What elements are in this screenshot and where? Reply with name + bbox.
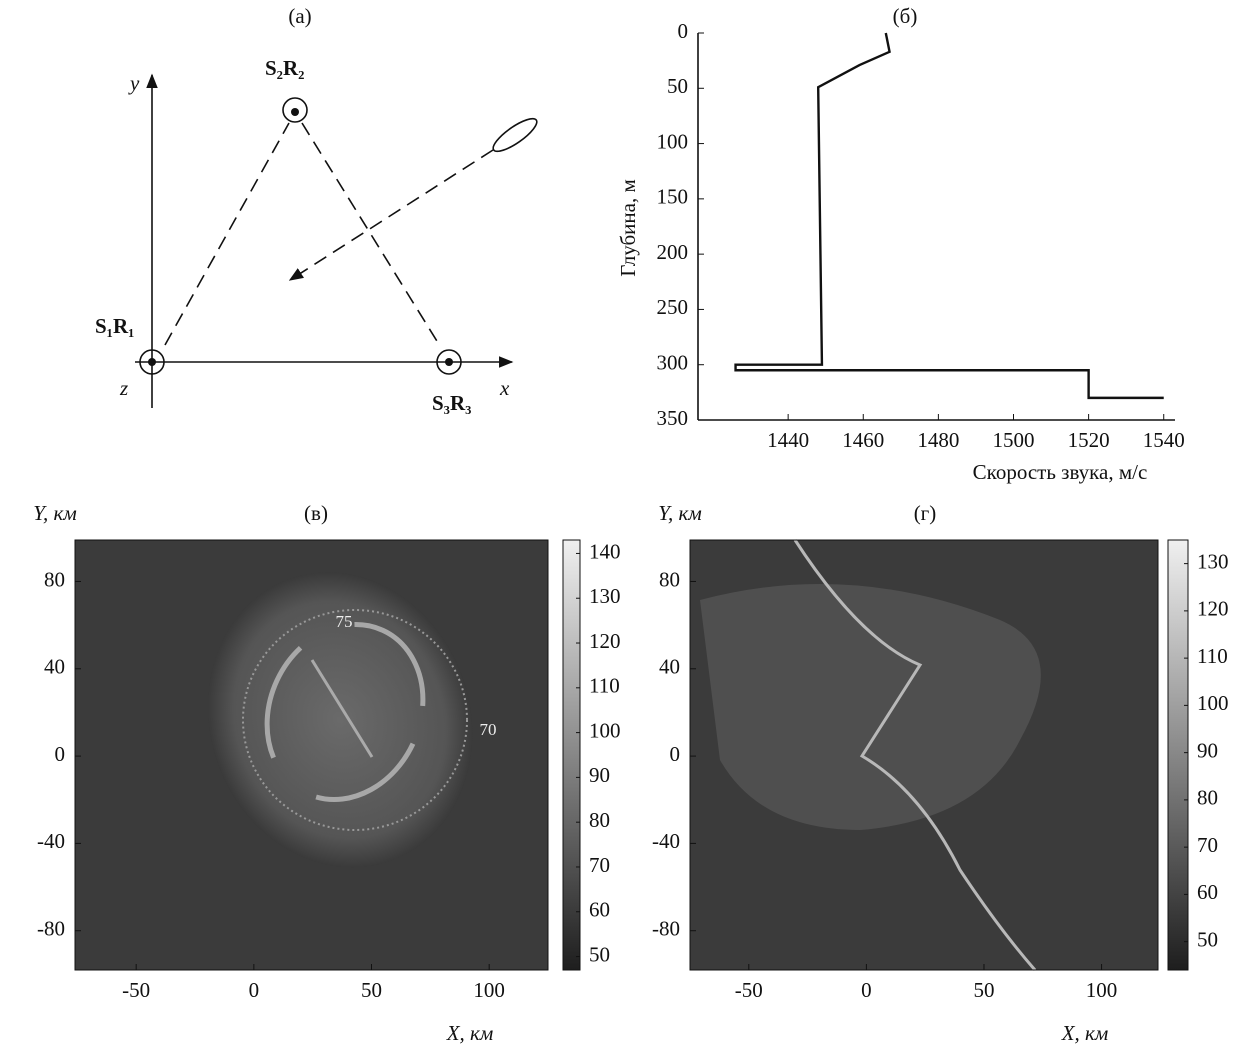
plot-frame bbox=[74, 539, 549, 971]
axis-label: z bbox=[119, 376, 128, 400]
profile-line bbox=[734, 32, 1164, 400]
node-label: S₂R₂ bbox=[265, 56, 304, 80]
y-tick-label: 350 bbox=[657, 406, 689, 430]
colorbar-tick-label: 50 bbox=[1197, 927, 1218, 951]
node-dot bbox=[148, 358, 156, 366]
contour-label: 70 bbox=[480, 720, 497, 739]
colorbar-tick-label: 130 bbox=[1197, 549, 1229, 573]
colorbar-tick-label: 50 bbox=[589, 942, 610, 966]
y-tick-label: 100 bbox=[657, 129, 689, 153]
node bbox=[139, 349, 165, 375]
y-tick-label: -40 bbox=[652, 829, 680, 853]
x-axis-label: X, км bbox=[1061, 1021, 1109, 1045]
dashed-link bbox=[301, 122, 441, 347]
node bbox=[282, 97, 308, 123]
x-tick-label: 1440 bbox=[767, 428, 809, 452]
colorbar-tick-label: 110 bbox=[1197, 644, 1228, 668]
colorbar-tick-label: 110 bbox=[589, 674, 620, 698]
y-tick-label: 150 bbox=[657, 185, 689, 209]
x-tick-label: -50 bbox=[735, 978, 763, 1002]
chart-panel: (в) 75 70 X, км Y, км 50 60 70 80 90 100 110 120 130 1… bbox=[33, 501, 620, 1045]
x-tick-label: 1460 bbox=[842, 428, 884, 452]
colorbar-tick-label: 80 bbox=[1197, 786, 1218, 810]
x-tick-label: 1480 bbox=[917, 428, 959, 452]
chart-panel: (б) Скорость звука, м/с Глубина, м 1440 1460… bbox=[616, 4, 1185, 484]
y-tick-label: 40 bbox=[44, 655, 65, 679]
node-label: S₃R₃ bbox=[432, 391, 471, 415]
field-pattern bbox=[700, 584, 1041, 830]
source-ellipse bbox=[492, 117, 538, 153]
y-tick-label: 300 bbox=[657, 351, 689, 375]
colorbar-tick-label: 80 bbox=[589, 808, 610, 832]
colorbar-tick-label: 100 bbox=[589, 718, 621, 742]
colorbar-tick-label: 70 bbox=[1197, 833, 1218, 857]
plot-frame bbox=[689, 539, 1159, 971]
x-axis-label: X, км bbox=[446, 1021, 494, 1045]
panel-title: (б) bbox=[893, 4, 918, 28]
field-pattern bbox=[310, 659, 374, 758]
y-tick-label: 0 bbox=[55, 742, 66, 766]
node-dot bbox=[291, 108, 299, 116]
colorbar-tick-label: 90 bbox=[1197, 738, 1218, 762]
contour-label: 75 bbox=[336, 612, 353, 631]
x-tick-label: -50 bbox=[122, 978, 150, 1002]
x-tick-label: 1540 bbox=[1143, 428, 1185, 452]
colorbar bbox=[1167, 539, 1189, 971]
wave-arrow bbox=[288, 149, 494, 281]
node-dot bbox=[445, 358, 453, 366]
colorbar-tick-label: 60 bbox=[589, 898, 610, 922]
y-tick-label: 0 bbox=[670, 742, 681, 766]
y-axis-label: Y, км bbox=[33, 501, 76, 525]
y-tick-label: 50 bbox=[667, 74, 688, 98]
x-tick-label: 0 bbox=[861, 978, 872, 1002]
panel-title: (a) bbox=[288, 4, 311, 28]
x-tick-label: 50 bbox=[973, 978, 994, 1002]
y-tick-label: 0 bbox=[678, 19, 689, 43]
panel-title: (г) bbox=[914, 501, 937, 525]
colorbar-tick-label: 70 bbox=[589, 853, 610, 877]
y-tick-label: -40 bbox=[37, 829, 65, 853]
axis-label: y bbox=[128, 71, 140, 95]
field-pattern bbox=[793, 539, 1037, 971]
axis-label: x bbox=[499, 376, 510, 400]
x-axis-label: Скорость звука, м/с bbox=[973, 460, 1148, 484]
field-pattern bbox=[264, 621, 426, 803]
diagram: (a) y x z S₁R₁ S₂R₂ S₃R₃ bbox=[95, 4, 538, 415]
y-axis-label: Y, км bbox=[658, 501, 701, 525]
colorbar-tick-label: 140 bbox=[589, 539, 621, 563]
colorbar-tick-label: 90 bbox=[589, 763, 610, 787]
y-tick-label: 80 bbox=[44, 567, 65, 591]
x-tick-label: 100 bbox=[473, 978, 505, 1002]
x-tick-label: 1520 bbox=[1068, 428, 1110, 452]
y-tick-label: 250 bbox=[657, 295, 689, 319]
colorbar-tick-label: 100 bbox=[1197, 691, 1229, 715]
y-tick-label: -80 bbox=[37, 917, 65, 941]
y-tick-label: 40 bbox=[659, 655, 680, 679]
dashed-link bbox=[164, 122, 290, 346]
node-label: S₁R₁ bbox=[95, 314, 134, 338]
chart-panel: (г) X, км Y, км 50 60 70 80 90 100 110 120 130 -50 0 5… bbox=[652, 501, 1229, 1045]
x-tick-label: 50 bbox=[361, 978, 382, 1002]
colorbar bbox=[562, 539, 581, 971]
node bbox=[436, 349, 462, 375]
field-pattern bbox=[242, 609, 468, 831]
x-tick-label: 1500 bbox=[992, 428, 1034, 452]
panel-title: (в) bbox=[304, 501, 328, 525]
x-tick-label: 0 bbox=[249, 978, 260, 1002]
colorbar-tick-label: 60 bbox=[1197, 880, 1218, 904]
x-tick-label: 100 bbox=[1086, 978, 1118, 1002]
colorbar-tick-label: 130 bbox=[589, 584, 621, 608]
y-tick-label: 80 bbox=[659, 567, 680, 591]
colorbar-tick-label: 120 bbox=[1197, 597, 1229, 621]
y-axis-label: Глубина, м bbox=[616, 179, 640, 277]
y-tick-label: -80 bbox=[652, 917, 680, 941]
y-tick-label: 200 bbox=[657, 240, 689, 264]
colorbar-tick-label: 120 bbox=[589, 629, 621, 653]
